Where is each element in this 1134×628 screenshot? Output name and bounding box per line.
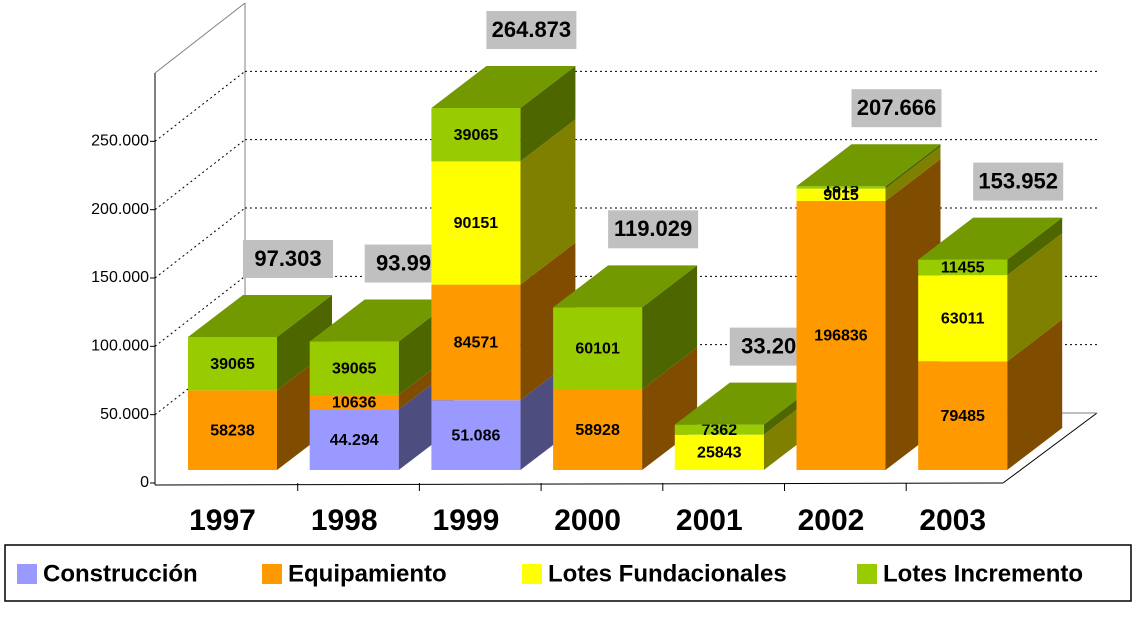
legend-label: Construcción [43,560,198,587]
bar-side [642,347,698,470]
bar-side [277,295,332,391]
legend-swatch [857,564,877,584]
data-label: 60101 [575,341,620,358]
legend-label: Lotes Fundacionales [548,560,787,587]
y-tick-label: 150.000 [91,269,149,286]
data-label: 39065 [210,356,255,373]
bar-segment [553,307,643,390]
total-label: 207.666 [857,95,937,120]
data-label: 9015 [823,187,859,204]
bar-top [309,299,454,342]
bar-side [885,146,941,201]
bar-side [642,265,698,390]
y-tick-label: 50.000 [100,406,149,423]
data-label: 84571 [454,335,499,352]
y-tick-label: 0 [140,474,149,491]
bar-segment [796,188,886,201]
x-tick-label: 2002 [798,504,865,537]
legend-swatch [262,564,282,584]
x-tick-label: 1999 [433,504,500,537]
data-label: 10636 [332,394,377,411]
x-tick-label: 2000 [554,504,621,537]
data-label: 7362 [702,422,738,439]
bar-segment [674,434,764,470]
bar-segment [796,186,886,189]
data-label: 79485 [940,408,985,425]
x-tick-label: 2001 [676,504,743,537]
bar-side [1007,319,1063,470]
total-label-box [851,89,942,128]
total-label: 97.303 [254,246,321,271]
data-label: 39065 [454,127,499,144]
bar-segment [431,284,521,401]
y-tick-label: 100.000 [91,338,149,355]
total-label-box [608,210,699,249]
bar-top [796,144,941,187]
bar-segment [188,390,277,470]
floor-right [1002,412,1098,484]
y-tick-label: 250.000 [91,133,149,150]
total-label-box [973,162,1064,201]
total-label: 153.952 [978,168,1058,193]
x-tick-label: 2003 [919,504,986,537]
legend-box [4,544,1132,602]
data-label: 58928 [575,422,620,439]
legend-swatch [522,564,542,584]
legend-label: Lotes Incremento [883,560,1083,587]
legend-swatch [17,564,37,584]
total-label: 119.029 [614,216,692,241]
bar-segment [188,337,277,391]
data-label: 51.086 [451,427,500,444]
bar-segment [553,389,643,470]
data-label: 90151 [454,215,499,232]
bar-side [520,119,576,285]
bar-side [1007,233,1063,362]
x-tick-label: 1997 [189,504,256,537]
bar-segment [918,361,1008,470]
bar-segment [309,341,399,395]
bar-segment [918,259,1008,276]
grid-line [154,207,246,279]
data-label: 63011 [941,311,985,328]
bar-top [431,66,576,109]
bar-top [918,217,1063,260]
grid-line [154,139,246,211]
data-label: 11455 [941,260,985,277]
data-label: 44.294 [330,432,379,449]
axis-frame [154,2,246,74]
bar-segment [431,400,521,470]
bar-segment [918,275,1008,362]
bar-segment [309,409,399,470]
bar-top [188,295,332,338]
bar-side [885,144,941,189]
total-label-box [243,240,333,279]
bar-top [674,382,819,425]
floor-front [154,482,1004,486]
data-label: 58238 [210,422,255,439]
bar-side [1007,217,1063,276]
y-tick-label: 200.000 [91,201,149,218]
bar-segment [674,424,764,435]
total-label: 264.873 [492,17,572,42]
data-label: 39065 [332,360,377,377]
bar-segment [431,108,521,162]
data-label: 25843 [697,445,742,462]
bar-segment [796,200,886,471]
x-tick-label: 1998 [311,504,378,537]
grid-line [154,70,246,142]
total-label-box [486,11,577,50]
bar-side [520,66,576,162]
bar-segment [309,394,399,410]
grid-line [154,275,246,347]
legend-label: Equipamiento [288,560,447,587]
data-label: 196836 [814,328,867,345]
bar-top [553,265,698,308]
bar-segment [431,161,521,285]
